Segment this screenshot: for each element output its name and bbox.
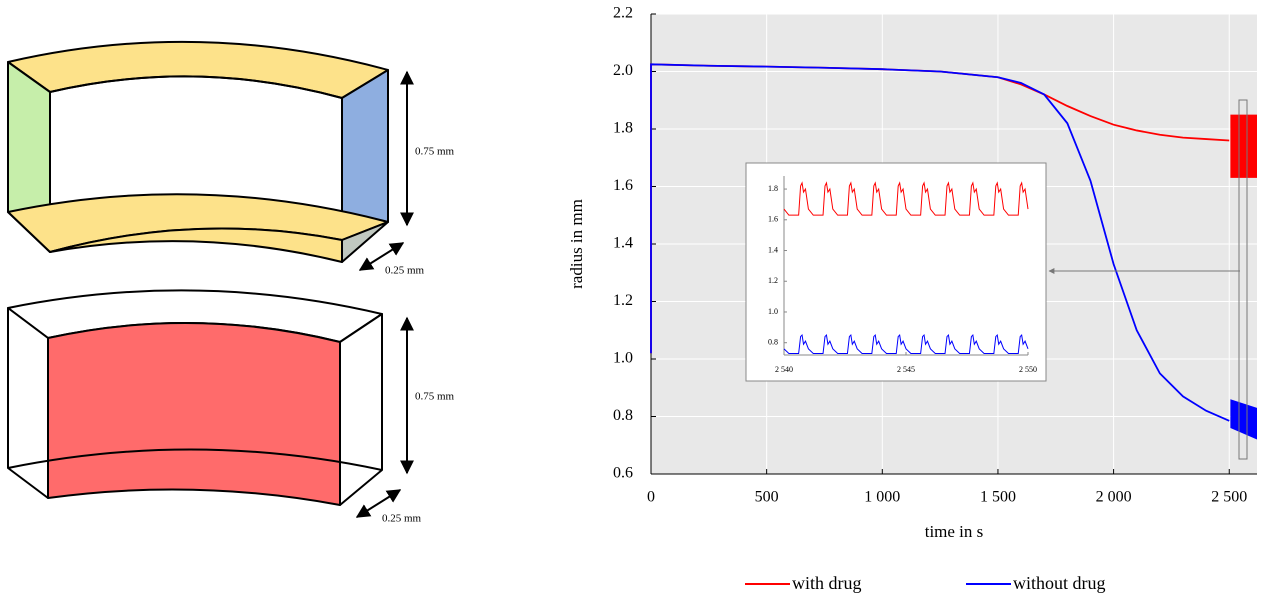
y-tick-label: 1.8 <box>613 120 633 137</box>
dimension-label: 0.75 mm <box>415 146 455 158</box>
bottom-block <box>7 289 383 506</box>
x-tick-label: 2 550 <box>1019 365 1037 374</box>
legend-item: with drug <box>745 573 862 593</box>
x-axis-title: time in s <box>925 522 984 541</box>
y-tick-label: 1.8 <box>768 184 778 193</box>
y-tick-label: 0.8 <box>613 407 633 424</box>
legend-label: with drug <box>792 573 862 593</box>
y-tick-label: 1.2 <box>768 276 778 285</box>
y-tick-label: 1.4 <box>768 245 778 254</box>
x-tick-label: 1 500 <box>980 489 1016 506</box>
dimension-label: 0.75 mm <box>415 391 455 403</box>
legend-label: without drug <box>1013 573 1106 593</box>
oscillation-band <box>1230 399 1257 440</box>
y-axis-title: radius in mm <box>567 199 586 289</box>
y-tick-label: 2.2 <box>613 5 633 22</box>
x-tick-label: 1 000 <box>864 489 900 506</box>
dimension-label: 0.25 mm <box>382 513 422 525</box>
oscillation-band <box>1230 114 1257 178</box>
inset-chart: 2 540 2 545 2 550 0.8 1.0 1.2 1.4 1.6 1.8 <box>768 176 1037 374</box>
dimension-arrows <box>355 70 414 518</box>
y-tick-label: 2.0 <box>613 62 633 79</box>
y-tick-label: 1.6 <box>768 215 778 224</box>
zoom-marker <box>1238 99 1248 460</box>
x-tick-label: 0 <box>647 489 655 506</box>
dimension-label: 0.25 mm <box>385 265 425 277</box>
x-tick-label: 2 540 <box>775 365 793 374</box>
top-block <box>7 40 389 263</box>
line-series <box>783 333 1029 354</box>
x-tick-label: 2 000 <box>1096 489 1132 506</box>
y-tick-label: 1.2 <box>613 292 633 309</box>
line-series <box>783 181 1029 216</box>
y-tick-label: 1.6 <box>613 177 633 194</box>
line-series <box>650 63 1230 422</box>
y-tick-label: 1.0 <box>768 307 778 316</box>
x-tick-label: 500 <box>755 489 779 506</box>
x-tick-label: 2 545 <box>897 365 915 374</box>
y-tick-label: 0.8 <box>768 338 778 347</box>
inset-frame <box>745 162 1047 382</box>
y-tick-label: 1.4 <box>613 235 633 252</box>
legend-item: without drug <box>966 573 1106 593</box>
x-tick-label: 2 500 <box>1211 489 1247 506</box>
y-tick-label: 0.6 <box>613 465 633 482</box>
y-tick-label: 1.0 <box>613 350 633 367</box>
